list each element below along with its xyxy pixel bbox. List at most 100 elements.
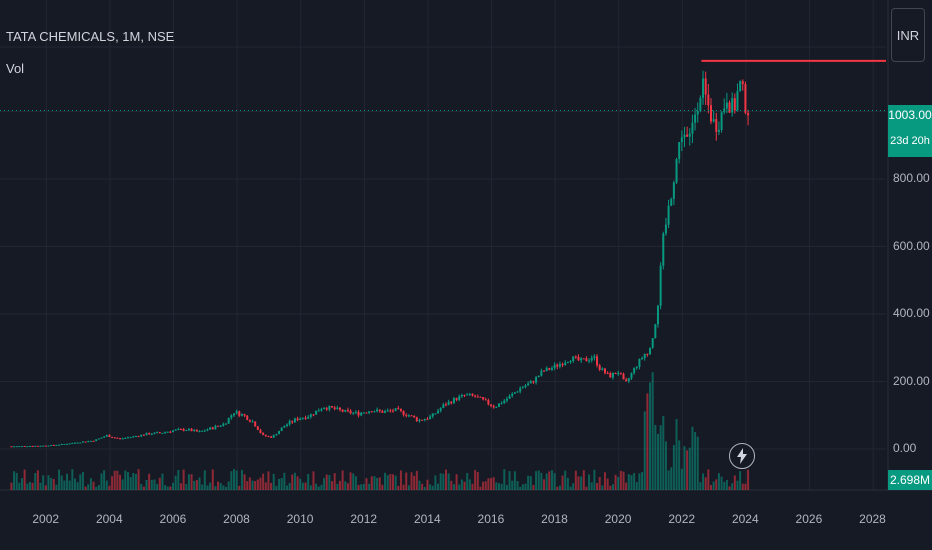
candle-body [651, 338, 654, 348]
candle-body [437, 410, 440, 414]
volume-bar [315, 483, 318, 490]
candle-body [126, 437, 129, 439]
candle-body [471, 393, 474, 396]
volume-bar [680, 468, 683, 490]
candle-body [630, 372, 633, 379]
time-tick-label: 2024 [731, 512, 759, 526]
volume-bar [156, 484, 159, 490]
volume-bar [678, 440, 681, 490]
volume-bar [283, 472, 286, 490]
volume-bar [410, 472, 413, 490]
candle-body [195, 429, 198, 432]
volume-bar [346, 483, 349, 490]
candle-body [20, 446, 23, 448]
candle-body [733, 98, 736, 111]
volume-bar [391, 474, 394, 490]
bar-countdown-tag: 23d 20h [888, 125, 932, 157]
candle-body [747, 112, 750, 116]
symbol-title[interactable]: TATA CHEMICALS, 1M, NSE [6, 29, 175, 44]
volume-bar [187, 474, 190, 490]
volume-bar [63, 480, 66, 490]
candle-body [627, 378, 630, 382]
candle-body [95, 439, 98, 442]
volume-bar [389, 474, 392, 490]
candle-body [405, 414, 408, 416]
volume-bar [513, 471, 516, 490]
volume-bar [622, 471, 625, 490]
volume-bar [670, 467, 673, 490]
candle-body [338, 407, 341, 410]
candle-body [320, 409, 323, 411]
volume-bar [550, 470, 553, 490]
volume-bar [601, 485, 604, 490]
volume-bar [317, 486, 320, 490]
candle-body [203, 430, 206, 432]
candle-body [641, 358, 644, 360]
candle-body [513, 392, 516, 394]
candle-body [466, 394, 469, 396]
volume-bar [169, 486, 172, 490]
candle-body [52, 444, 55, 446]
candle-body [137, 436, 140, 438]
candle-body [283, 426, 286, 428]
volume-bar [741, 483, 744, 490]
volume-bar [349, 472, 352, 490]
volume-bar [60, 475, 63, 490]
candle-body [603, 368, 606, 374]
candle-body [691, 122, 694, 134]
volume-bar [651, 372, 654, 490]
volume-bar [323, 478, 326, 490]
candle-body [664, 224, 667, 234]
volume-bar [20, 478, 23, 490]
volume-bar [177, 469, 180, 490]
volume-bar [28, 481, 31, 490]
volume-bar [646, 393, 649, 490]
volume-bar [145, 479, 148, 490]
candle-body [609, 373, 612, 378]
candle-body [373, 411, 376, 413]
volume-bar [543, 479, 546, 490]
candle-body [23, 446, 26, 448]
volume-bar [10, 482, 13, 490]
volume-bar [704, 477, 707, 490]
candle-body [119, 438, 122, 440]
volume-bar [725, 480, 728, 490]
volume-bar [206, 485, 209, 490]
candle-body [543, 370, 546, 372]
volume-bar [728, 486, 731, 490]
candle-body [558, 364, 561, 367]
volume-bar [309, 485, 312, 490]
candle-body [299, 418, 302, 421]
volume-bar [44, 485, 47, 490]
candle-body [537, 375, 540, 378]
candle-body [179, 429, 182, 431]
candle-body [28, 446, 31, 448]
candle-body [545, 367, 548, 372]
candle-body [58, 444, 61, 446]
volume-bar [55, 484, 58, 490]
volume-bar [87, 484, 90, 490]
volume-bar [500, 483, 503, 490]
volume-indicator-label[interactable]: Vol [6, 61, 25, 76]
candle-body [262, 432, 265, 435]
lightning-icon[interactable] [729, 443, 755, 469]
volume-bar [214, 486, 217, 490]
volume-bar [429, 484, 432, 490]
volume-bar [240, 469, 243, 490]
volume-bar [341, 470, 344, 490]
volume-bar [397, 485, 400, 490]
volume-bar [723, 481, 726, 490]
candle-body [349, 410, 352, 414]
candle-body [333, 407, 336, 410]
candle-body [728, 102, 731, 113]
volume-bar [434, 475, 437, 490]
volume-bar [251, 480, 254, 490]
volume-bar [603, 472, 606, 490]
candle-body [596, 356, 599, 366]
candle-body [285, 424, 288, 427]
currency-button[interactable]: INR [891, 8, 925, 62]
volume-bar [182, 469, 185, 490]
volume-bar [696, 436, 699, 490]
candle-body [643, 353, 646, 359]
